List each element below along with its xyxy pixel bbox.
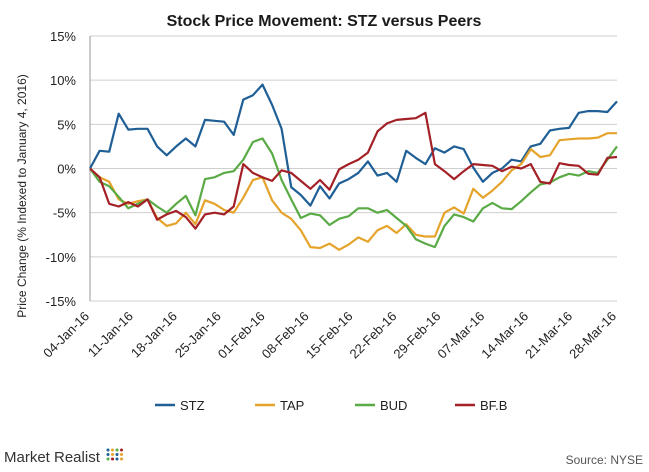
brand-name: Market Realist: [4, 449, 101, 466]
series-line-bud: [89, 137, 618, 249]
y-axis-label: Price Change (% Indexed to January 4, 20…: [15, 74, 29, 317]
x-tick-label: 08-Feb-16: [259, 309, 312, 362]
chart-title: Stock Price Movement: STZ versus Peers: [167, 13, 482, 30]
x-tick-label: 01-Feb-16: [215, 309, 268, 362]
y-tick-label: 0%: [57, 162, 76, 177]
y-axis-ticks: -15% -10% -5% 0% 5% 10% 15%: [46, 29, 77, 309]
brand-dots-icon: [106, 448, 123, 461]
x-tick-label: 18-Jan-16: [128, 309, 180, 361]
series-line-stz: [89, 83, 618, 207]
series-lines: [89, 83, 618, 251]
y-tick-label: 5%: [57, 117, 76, 132]
series-line-bf-b: [89, 111, 618, 230]
legend: STZ TAP BUD BF.B: [155, 398, 507, 413]
x-tick-label: 29-Feb-16: [390, 309, 443, 362]
x-axis-ticks: 04-Jan-1611-Jan-1618-Jan-1625-Jan-1601-F…: [40, 309, 619, 362]
legend-label-bf-b: BF.B: [480, 398, 507, 413]
y-tick-label: -15%: [46, 294, 77, 309]
grid-lines: [89, 35, 617, 302]
x-tick-label: 28-Mar-16: [566, 309, 619, 362]
x-tick-label: 14-Mar-16: [478, 309, 531, 362]
x-tick-label: 15-Feb-16: [303, 309, 356, 362]
x-tick-label: 22-Feb-16: [347, 309, 400, 362]
y-tick-label: 15%: [50, 29, 76, 44]
source-label: Source: NYSE: [566, 453, 643, 467]
y-tick-label: 10%: [50, 73, 76, 88]
y-tick-label: -10%: [46, 250, 77, 265]
x-tick-label: 11-Jan-16: [85, 309, 136, 360]
legend-label-tap: TAP: [280, 398, 304, 413]
x-tick-label: 07-Mar-16: [434, 309, 487, 362]
legend-label-bud: BUD: [380, 398, 407, 413]
brand-logo: Market Realist: [4, 448, 123, 466]
x-tick-label: 21-Mar-16: [522, 309, 575, 362]
x-tick-label: 04-Jan-16: [40, 309, 92, 361]
series-line-tap: [89, 132, 617, 251]
y-tick-label: -5%: [53, 206, 77, 221]
legend-label-stz: STZ: [180, 398, 205, 413]
